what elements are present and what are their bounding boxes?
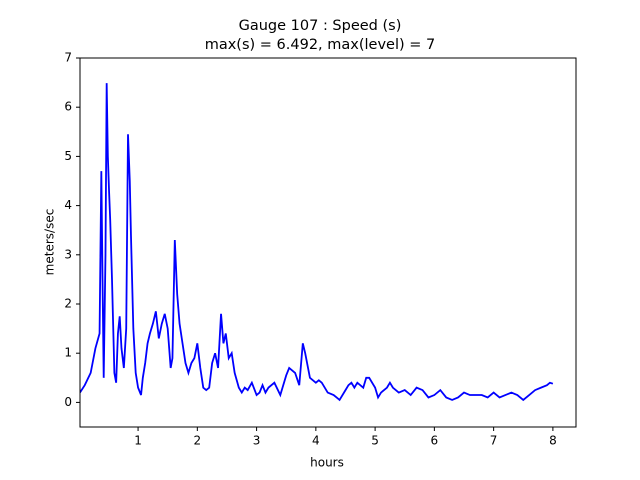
y-tick-label: 3 <box>64 247 72 261</box>
x-tick-label: 3 <box>253 434 261 448</box>
x-tick-label: 8 <box>549 434 557 448</box>
y-tick-label: 5 <box>64 149 72 163</box>
x-axis-label: hours <box>310 456 344 470</box>
x-tick-label: 1 <box>134 434 142 448</box>
chart-title: Gauge 107 : Speed (s) <box>239 18 402 34</box>
x-tick-label: 7 <box>490 434 498 448</box>
x-tick-label: 5 <box>371 434 379 448</box>
y-axis-label: meters/sec <box>43 209 57 276</box>
plot-frame <box>79 57 577 428</box>
y-tick-label: 2 <box>64 297 72 311</box>
data-line <box>80 83 554 402</box>
x-tick-label: 6 <box>431 434 439 448</box>
y-tick-label: 7 <box>64 51 72 65</box>
x-tick-label: 2 <box>194 434 202 448</box>
x-tick-label: 4 <box>312 434 320 448</box>
chart-title: max(s) = 6.492, max(level) = 7 <box>205 37 436 53</box>
y-tick-label: 0 <box>64 395 72 409</box>
y-tick-label: 6 <box>64 100 72 114</box>
y-tick-label: 4 <box>64 198 72 212</box>
y-tick-label: 1 <box>64 346 72 360</box>
